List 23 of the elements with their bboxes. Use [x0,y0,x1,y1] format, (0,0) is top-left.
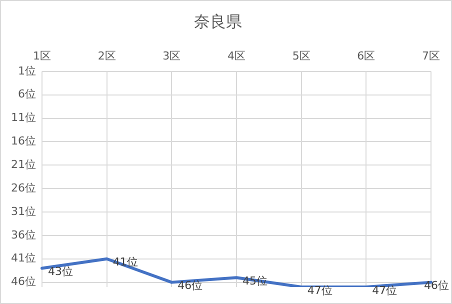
y-tick-label: 1位 [18,64,36,78]
y-tick-label: 36位 [10,228,36,242]
data-label: 46位 [178,279,203,292]
y-tick-label: 41位 [10,252,36,265]
data-label: 47位 [307,284,332,297]
y-tick-label: 11位 [10,111,36,124]
chart-title: 奈良県 [194,12,242,31]
data-label: 43位 [48,265,73,278]
y-tick-label: 31位 [10,204,36,218]
y-tick-label: 21位 [10,158,36,171]
x-tick-label: 1区 [32,50,51,63]
y-tick-label: 16位 [10,134,36,148]
x-tick-label: 2区 [98,50,116,63]
data-label: 46位 [424,279,450,292]
data-label: 47位 [372,284,398,297]
y-tick-label: 46位 [10,275,36,288]
y-tick-label: 6位 [18,88,36,101]
x-tick-label: 6区 [357,50,376,63]
x-tick-label: 3区 [162,50,181,63]
x-tick-label: 5区 [292,50,310,63]
x-tick-label: 4区 [228,50,246,63]
x-tick-label: 7区 [422,50,440,63]
y-tick-label: 26位 [10,181,36,194]
